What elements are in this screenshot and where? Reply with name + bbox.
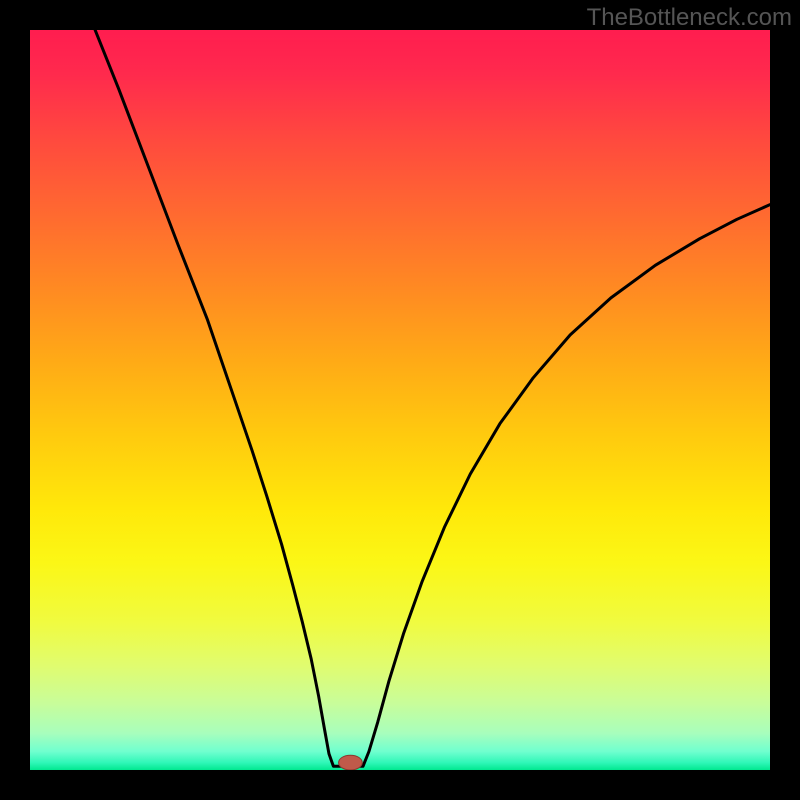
plot-background [30, 30, 770, 770]
bottleneck-chart [0, 0, 800, 800]
minimum-marker [339, 755, 363, 770]
watermark-text: TheBottleneck.com [587, 4, 792, 32]
chart-canvas: TheBottleneck.com [0, 0, 800, 800]
